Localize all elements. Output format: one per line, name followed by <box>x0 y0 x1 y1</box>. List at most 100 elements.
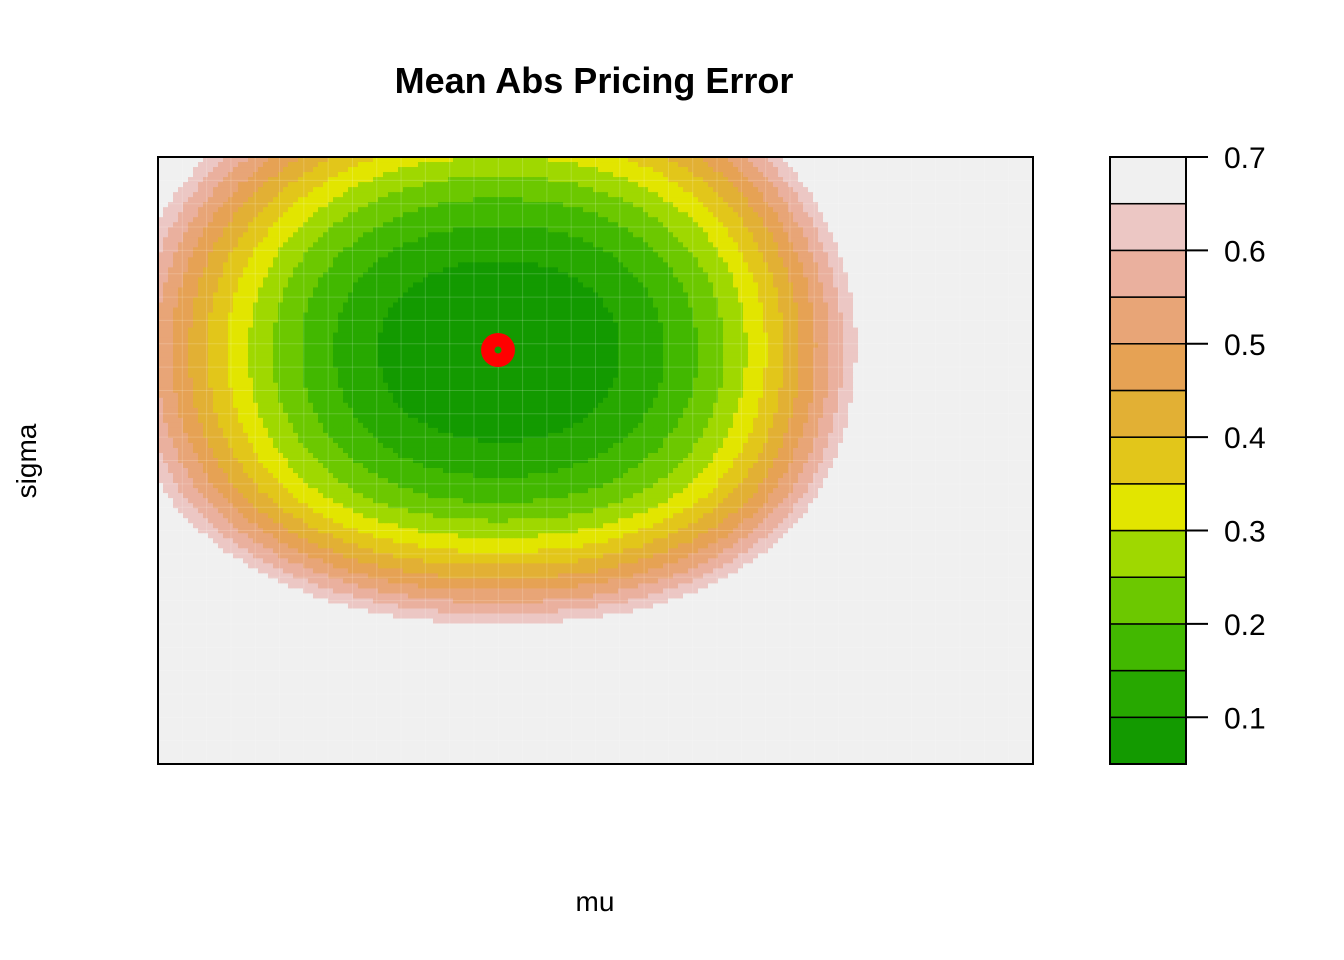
contour-cell <box>558 207 564 213</box>
contour-cell <box>383 217 389 223</box>
contour-cell <box>603 292 609 299</box>
contour-cell <box>253 212 259 218</box>
contour-cell <box>378 197 384 203</box>
contour-cell <box>808 277 814 284</box>
contour-cell <box>493 277 499 284</box>
contour-cell <box>288 232 294 238</box>
contour-cell <box>778 192 784 198</box>
contour-cell <box>903 162 909 168</box>
contour-cell <box>533 157 539 163</box>
contour-cell <box>863 207 869 213</box>
contour-cell <box>913 262 919 268</box>
contour-cell <box>378 232 384 238</box>
contour-cell <box>773 157 779 163</box>
contour-cell <box>443 262 449 268</box>
contour-cell <box>938 177 944 183</box>
contour-cell <box>748 197 754 203</box>
contour-cell <box>243 227 249 233</box>
contour-cell <box>243 272 249 278</box>
contour-cell <box>533 292 539 299</box>
contour-cell <box>713 267 719 273</box>
contour-cell <box>268 207 274 213</box>
contour-cell <box>728 257 734 263</box>
contour-cell <box>353 177 359 183</box>
contour-cell <box>668 182 674 188</box>
contour-cell <box>358 292 364 299</box>
contour-cell <box>403 212 409 218</box>
contour-cell <box>658 177 664 183</box>
contour-cell <box>818 267 824 273</box>
contour-cell <box>743 157 749 163</box>
contour-cell <box>643 172 649 178</box>
contour-cell <box>493 252 499 258</box>
contour-cell <box>888 247 894 253</box>
contour-cell <box>303 282 309 289</box>
contour-cell <box>598 202 604 208</box>
contour-cell <box>378 242 384 248</box>
contour-cell <box>958 157 964 163</box>
contour-cell <box>638 277 644 284</box>
contour-cell <box>1018 257 1024 263</box>
contour-cell <box>558 222 564 228</box>
contour-cell <box>223 187 229 193</box>
contour-cell <box>478 237 484 243</box>
contour-cell <box>708 157 714 163</box>
contour-cell <box>763 227 769 233</box>
contour-cell <box>1013 237 1019 243</box>
contour-cell <box>468 182 474 188</box>
contour-cell <box>1018 212 1024 218</box>
contour-cell <box>478 277 484 284</box>
contour-cell <box>233 232 239 238</box>
contour-cell <box>173 297 179 304</box>
contour-cell <box>158 207 164 213</box>
contour-cell <box>808 292 814 299</box>
contour-cell <box>653 177 659 183</box>
contour-cell <box>373 217 379 223</box>
contour-cell <box>403 177 409 183</box>
contour-cell <box>978 227 984 233</box>
contour-cell <box>573 272 579 278</box>
contour-cell <box>268 162 274 168</box>
contour-cell <box>588 267 594 273</box>
contour-cell <box>403 222 409 228</box>
contour-cell <box>953 272 959 278</box>
contour-cell <box>563 232 569 238</box>
contour-cell <box>363 297 369 304</box>
contour-cell <box>468 167 474 173</box>
contour-cell <box>288 292 294 299</box>
contour-cell <box>198 242 204 248</box>
contour-cell <box>218 272 224 278</box>
contour-cell <box>648 207 654 213</box>
contour-cell <box>503 177 509 183</box>
contour-cell <box>1028 272 1033 278</box>
contour-cell <box>408 262 414 268</box>
contour-cell <box>633 252 639 258</box>
contour-cell <box>348 262 354 268</box>
contour-cell <box>448 157 454 163</box>
contour-cell <box>603 237 609 243</box>
contour-cell <box>413 187 419 193</box>
contour-cell <box>788 282 794 289</box>
contour-cell <box>568 227 574 233</box>
contour-cell <box>218 162 224 168</box>
contour-cell <box>773 212 779 218</box>
contour-cell <box>958 237 964 243</box>
contour-cell <box>553 227 559 233</box>
contour-cell <box>603 232 609 238</box>
contour-cell <box>1008 212 1014 218</box>
contour-cell <box>903 167 909 173</box>
contour-cell <box>633 197 639 203</box>
contour-cell <box>1018 232 1024 238</box>
contour-cell <box>228 292 234 299</box>
contour-cell <box>768 217 774 223</box>
contour-cell <box>313 262 319 268</box>
contour-cell <box>613 157 619 163</box>
contour-cell <box>713 262 719 268</box>
contour-cell <box>568 282 574 289</box>
contour-cell <box>853 222 859 228</box>
contour-cell <box>483 172 489 178</box>
contour-cell <box>533 162 539 168</box>
contour-cell <box>298 247 304 253</box>
contour-cell <box>778 167 784 173</box>
contour-cell <box>388 177 394 183</box>
